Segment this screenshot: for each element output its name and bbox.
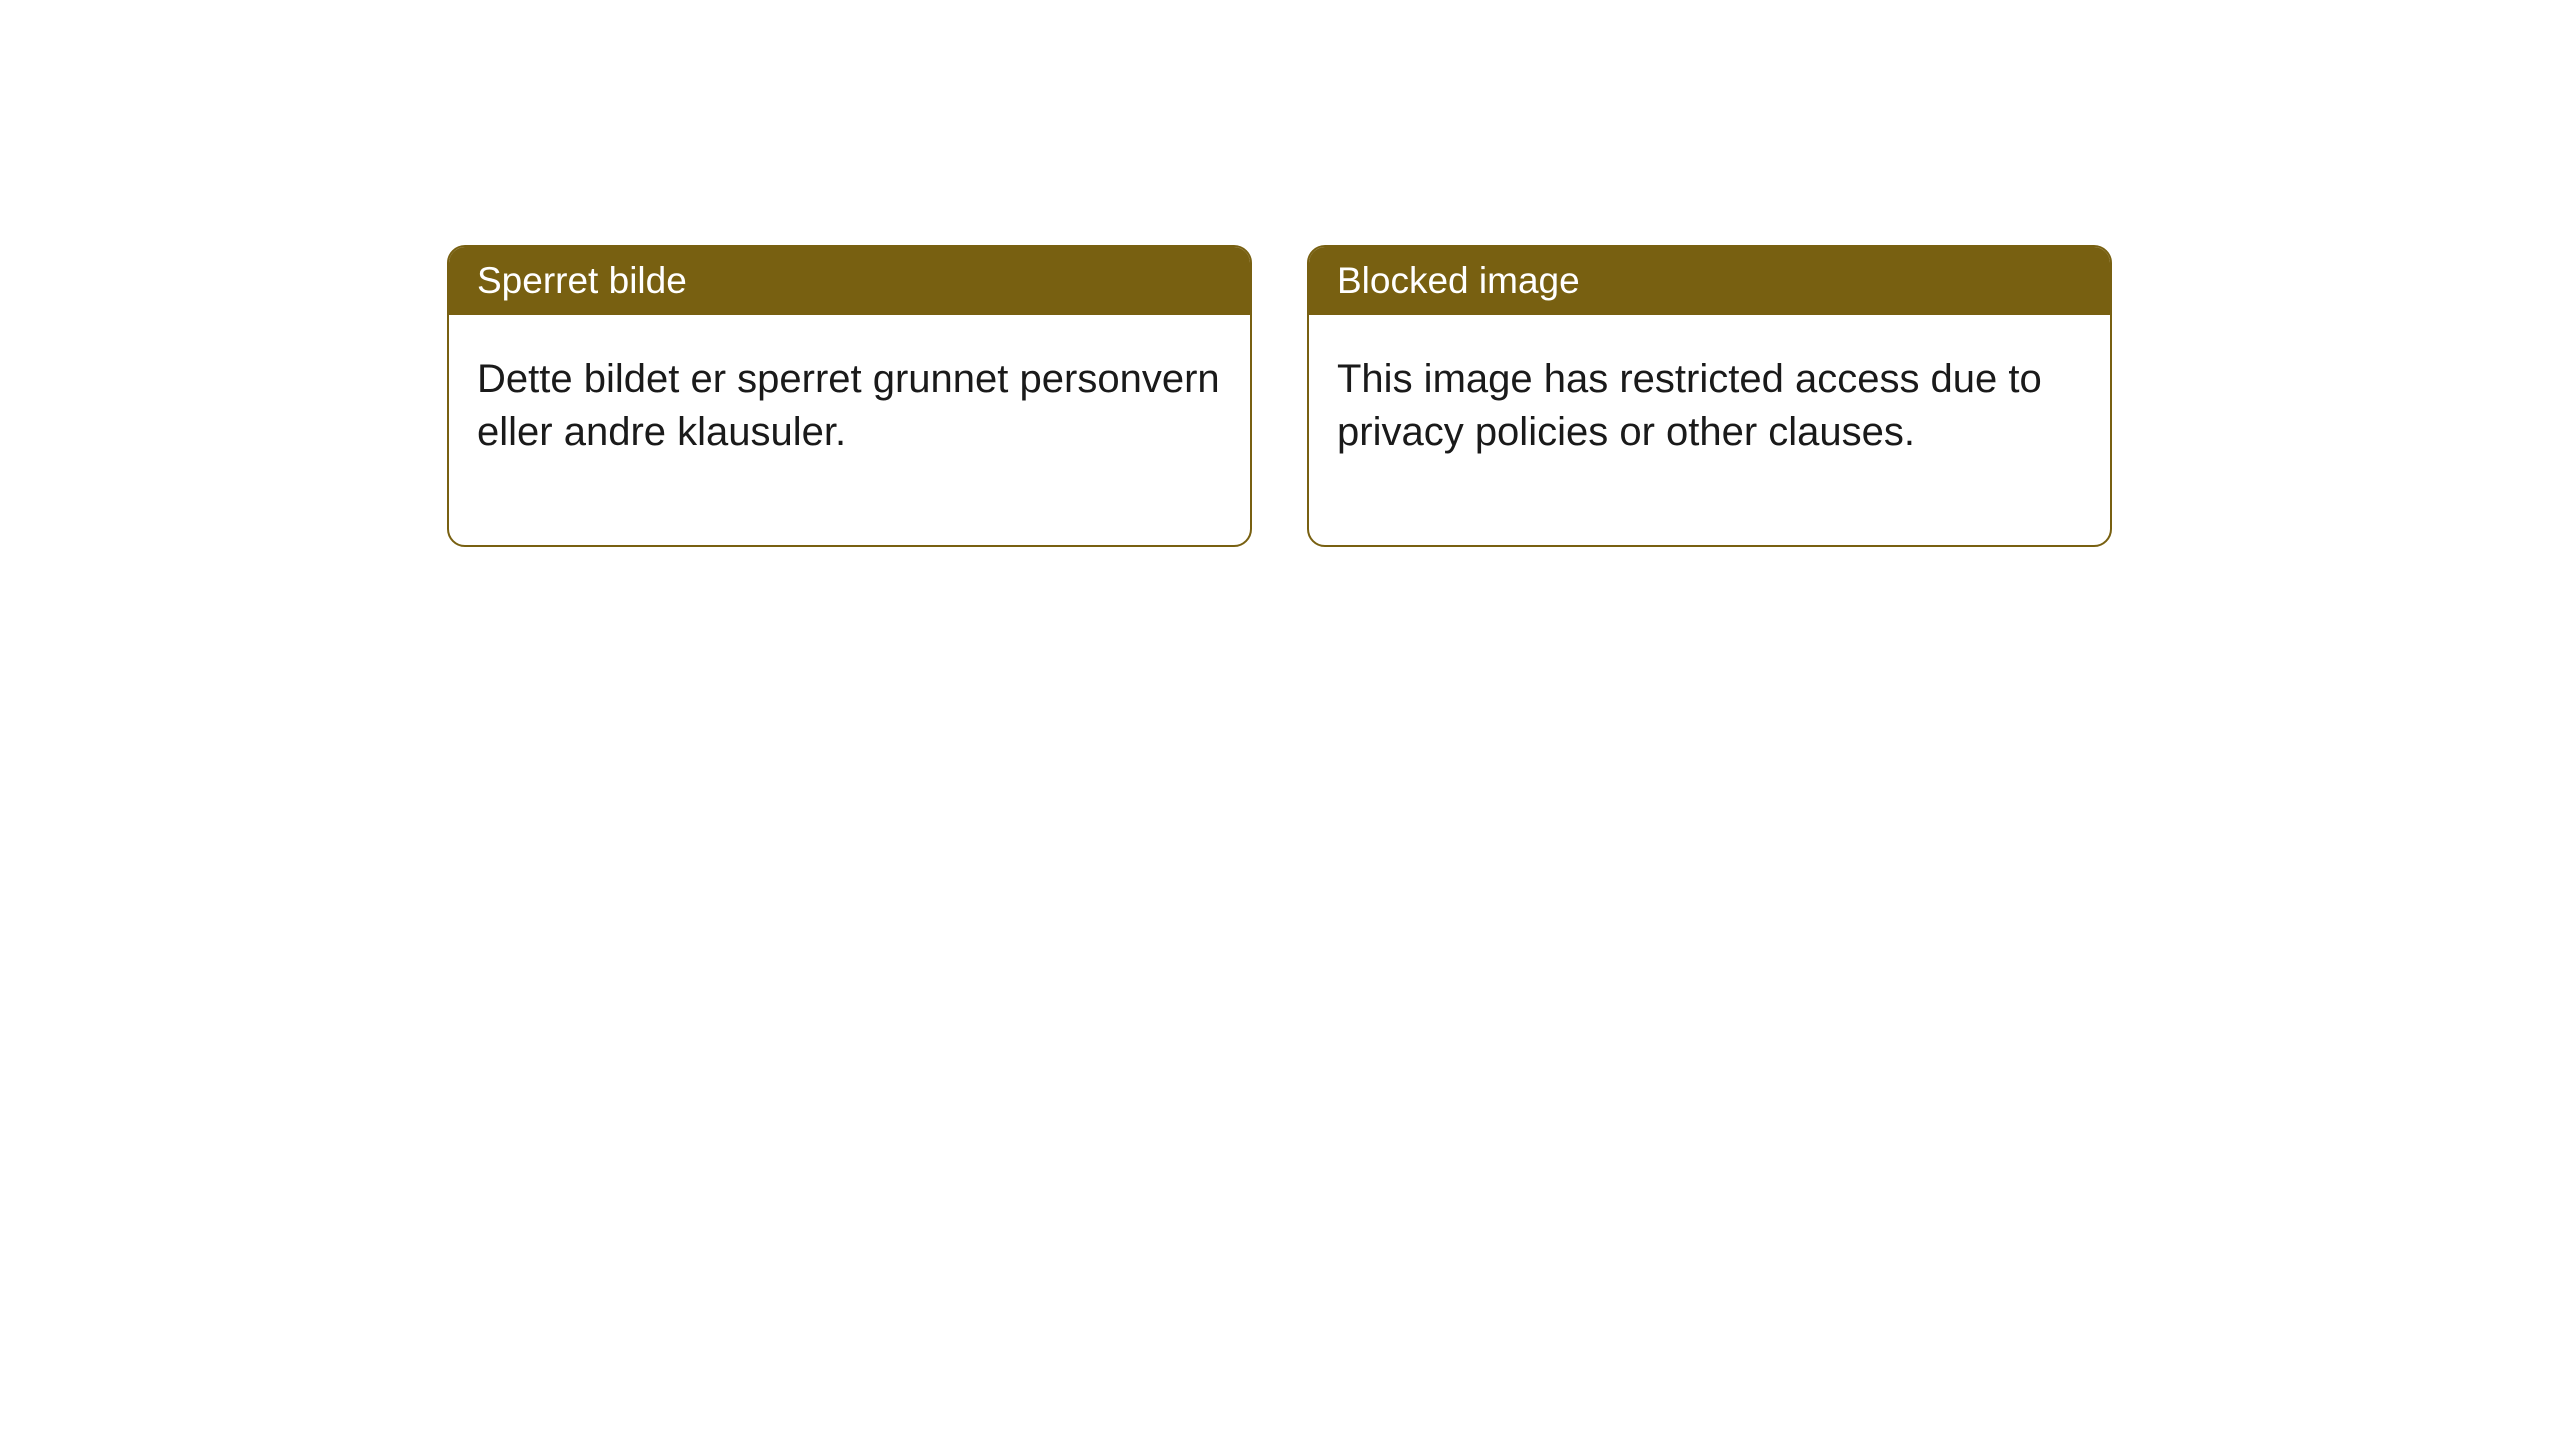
notice-card-norwegian: Sperret bilde Dette bildet er sperret gr… <box>447 245 1252 547</box>
notice-container: Sperret bilde Dette bildet er sperret gr… <box>447 245 2112 547</box>
notice-text-norwegian: Dette bildet er sperret grunnet personve… <box>477 357 1220 454</box>
notice-text-english: This image has restricted access due to … <box>1337 357 2042 454</box>
notice-header-english: Blocked image <box>1309 247 2110 315</box>
notice-card-english: Blocked image This image has restricted … <box>1307 245 2112 547</box>
notice-body-norwegian: Dette bildet er sperret grunnet personve… <box>449 315 1250 545</box>
notice-header-norwegian: Sperret bilde <box>449 247 1250 315</box>
notice-body-english: This image has restricted access due to … <box>1309 315 2110 545</box>
notice-title-norwegian: Sperret bilde <box>477 260 687 301</box>
notice-title-english: Blocked image <box>1337 260 1580 301</box>
